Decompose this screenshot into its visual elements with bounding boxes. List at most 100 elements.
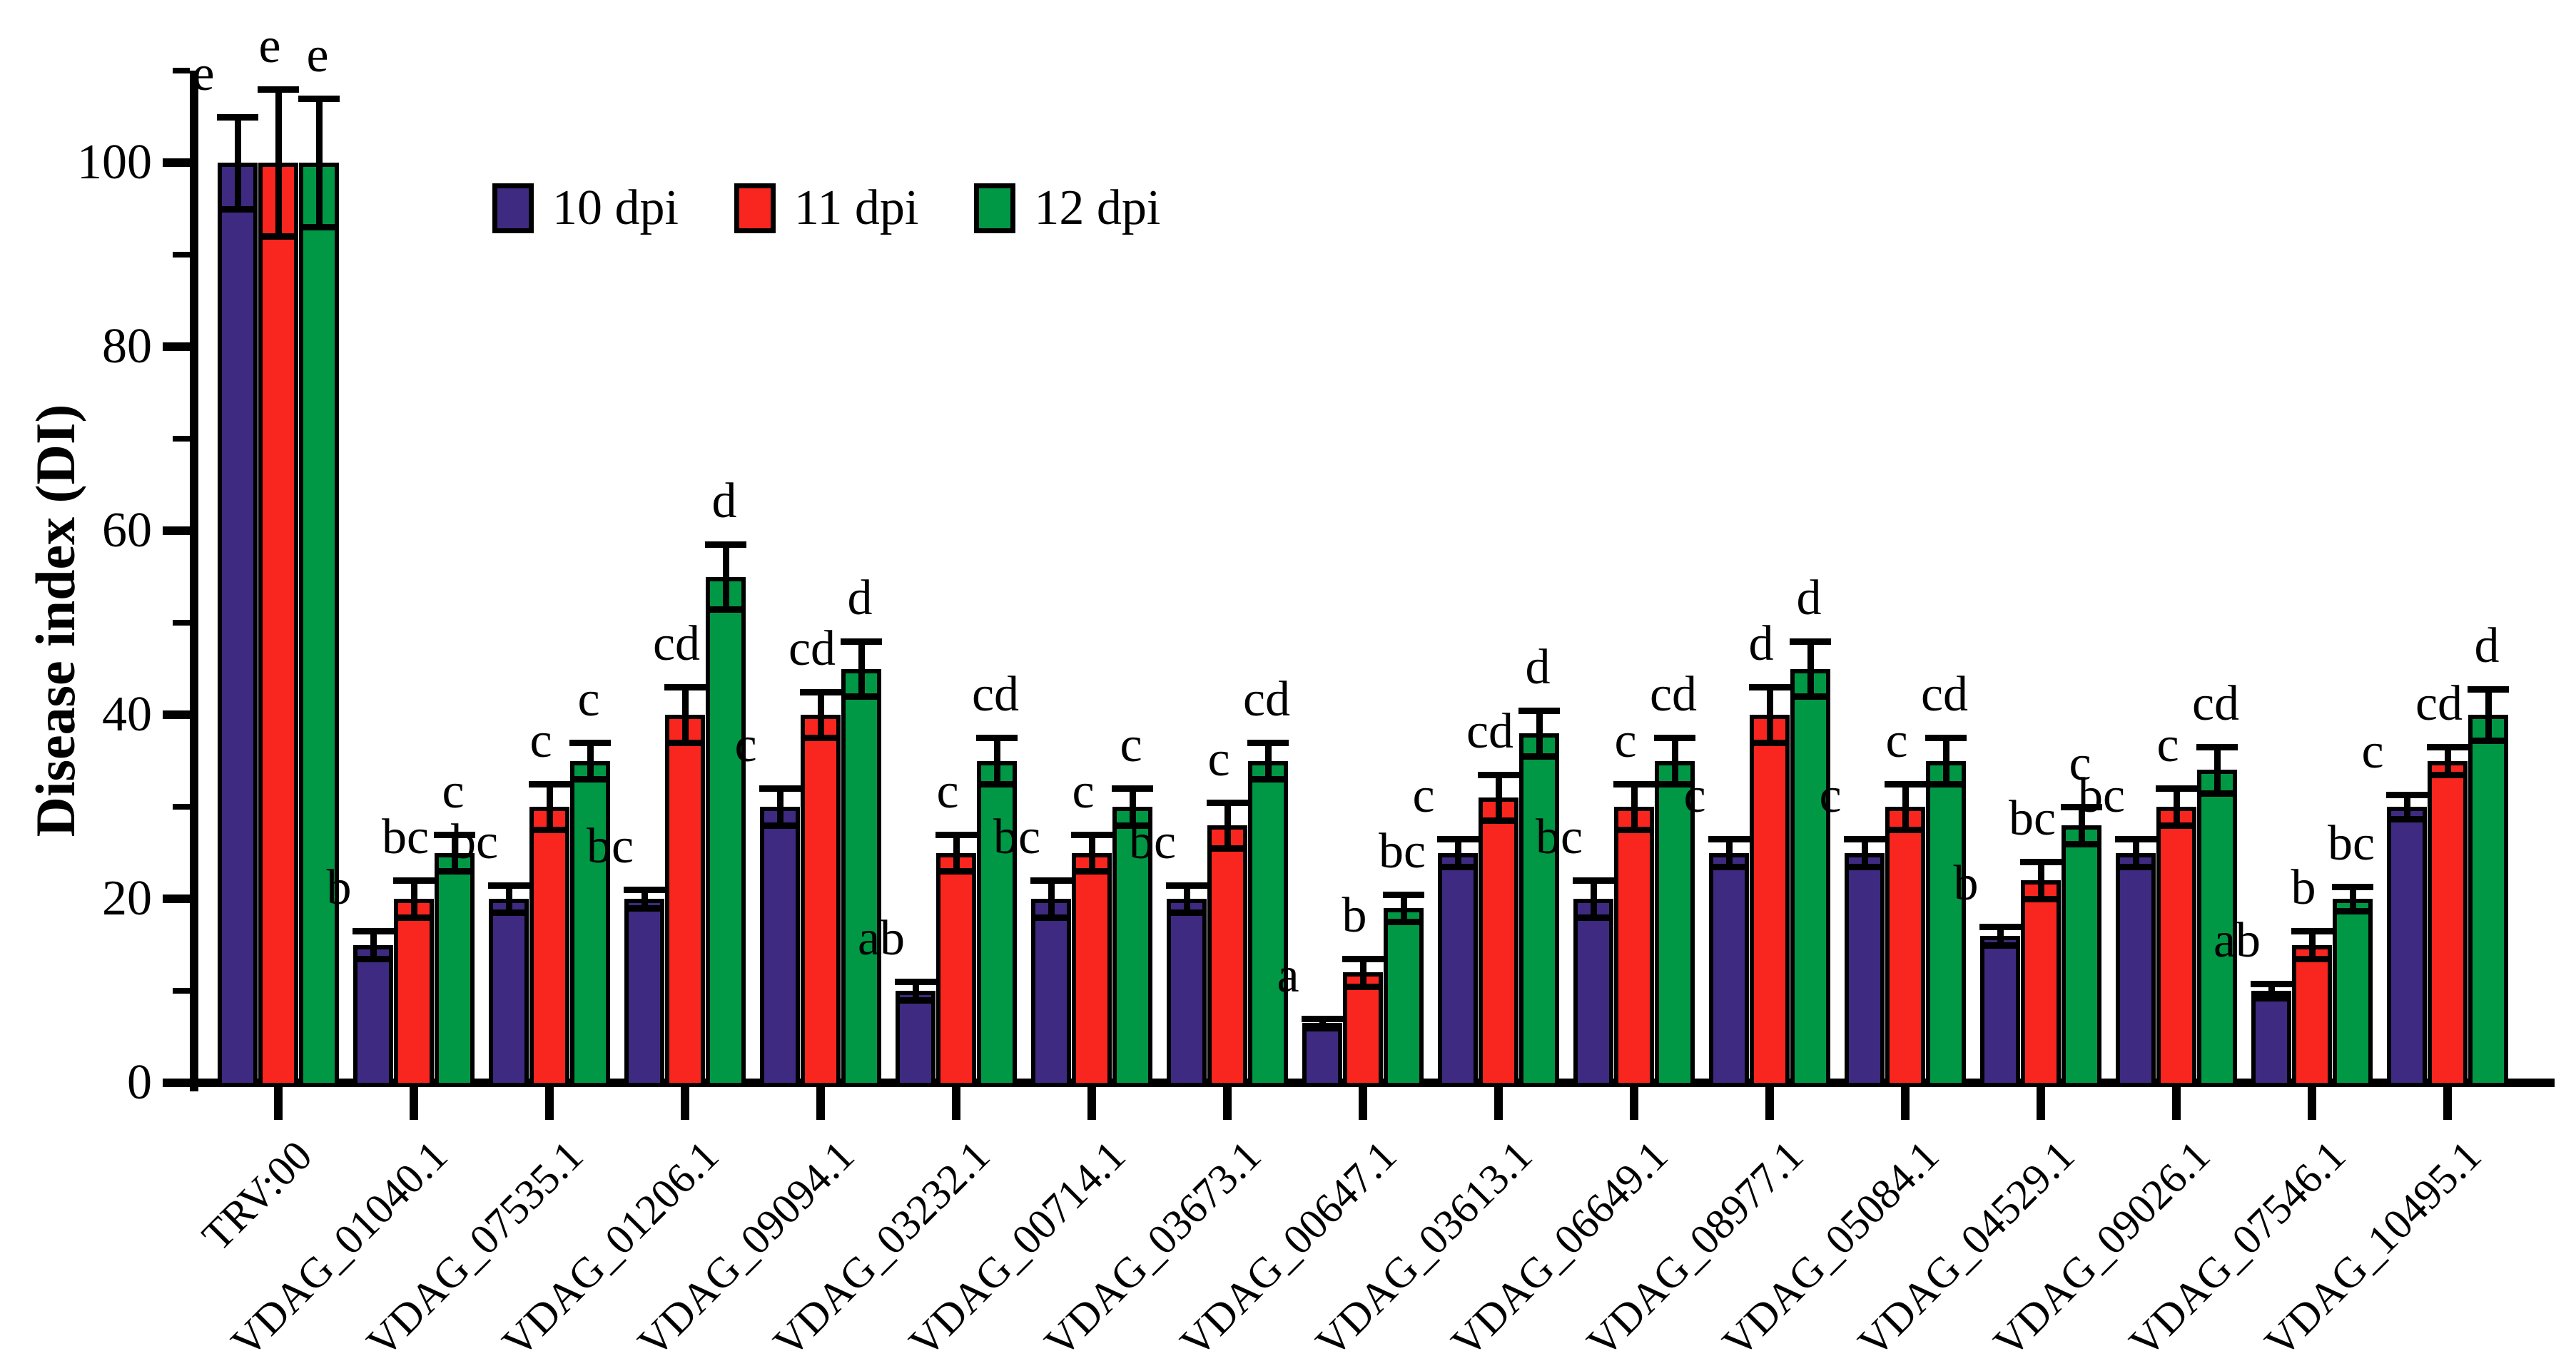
error-bar-cap-bottom (1795, 693, 1826, 700)
legend: 10 dpi 11 dpi 12 dpi (492, 182, 1192, 235)
error-bar-cap-bottom (710, 606, 741, 613)
y-tick-label: 0 (127, 1055, 152, 1110)
error-bar-cap-top (1844, 836, 1885, 843)
error-bar-line (1496, 774, 1502, 821)
bar (2156, 807, 2196, 1087)
bar (1302, 1023, 1342, 1087)
error-bar-cap-top (1383, 891, 1424, 898)
bar (1167, 899, 1207, 1087)
significance-letter: d (1525, 639, 1551, 695)
error-bar-line (1224, 802, 1231, 849)
significance-letter: cd (971, 667, 1020, 723)
error-bar-cap-bottom (629, 904, 660, 912)
y-tick-label: 80 (102, 319, 152, 374)
x-tick (274, 1087, 283, 1120)
error-bar-line (1862, 839, 1868, 867)
error-bar-cap-bottom (2120, 863, 2151, 870)
error-bar-line (2309, 931, 2316, 959)
significance-letter: bc (1535, 810, 1583, 865)
bar (2197, 770, 2237, 1087)
error-bar-cap-bottom (1483, 817, 1514, 825)
error-bar-line (316, 98, 323, 228)
error-bar-cap-top (1654, 735, 1695, 742)
significance-letter: ab (2213, 912, 2261, 968)
error-bar-cap-bottom (1930, 780, 1962, 788)
y-tick-label: 60 (102, 503, 152, 558)
x-tick (1223, 1087, 1232, 1120)
error-bar-cap-bottom (1442, 863, 1474, 870)
significance-letter: cd (1920, 667, 1969, 723)
error-bar-cap-top (1749, 684, 1790, 691)
bar (2333, 899, 2373, 1087)
error-bar-line (411, 880, 417, 917)
error-bar-cap-top (1302, 1015, 1343, 1022)
legend-item: 12 dpi (974, 182, 1160, 235)
bar (760, 807, 800, 1087)
x-tick (2037, 1087, 2045, 1120)
x-tick (1359, 1087, 1367, 1120)
error-bar-line (682, 687, 689, 743)
error-bar-cap-bottom (764, 822, 796, 829)
error-bar-line (1360, 958, 1366, 987)
significance-letter: d (1796, 570, 1822, 626)
significance-letter: bc (1378, 823, 1426, 879)
error-bar-line (370, 931, 377, 959)
bar (665, 715, 705, 1087)
legend-label: 12 dpi (1034, 180, 1161, 235)
error-bar-cap-bottom (940, 868, 972, 875)
significance-letter: c (577, 671, 600, 727)
x-tick (1630, 1087, 1638, 1120)
error-bar-cap-bottom (439, 868, 470, 875)
error-bar-cap-bottom (398, 914, 430, 921)
significance-letter: cd (1466, 703, 1514, 759)
error-bar-cap-top (1071, 831, 1112, 838)
bar (1479, 797, 1518, 1087)
bar (1885, 807, 1925, 1087)
significance-letter: c (1683, 768, 1706, 824)
bar (1248, 760, 1288, 1087)
significance-letter: bc (993, 810, 1041, 865)
error-bar-cap-top (976, 735, 1018, 742)
error-bar-cap-bottom (493, 909, 524, 917)
bar (936, 852, 976, 1087)
y-axis-line (190, 71, 198, 1091)
significance-letter: c (1412, 768, 1435, 824)
significance-letter: bc (450, 814, 499, 870)
error-bar-line (2350, 887, 2356, 911)
error-bar-cap-bottom (1388, 919, 1419, 926)
bar (299, 163, 339, 1087)
error-bar-line (642, 890, 648, 908)
error-bar-line (1943, 738, 1949, 784)
significance-letter: cd (1242, 671, 1291, 727)
y-tick (163, 342, 190, 351)
x-tick-label: TRV:00 (193, 1131, 321, 1260)
error-bar-cap-bottom (2066, 840, 2097, 847)
error-bar-cap-top (1708, 836, 1750, 843)
significance-letter: bc (586, 819, 634, 875)
bar (1926, 760, 1966, 1087)
error-bar-line (2079, 807, 2085, 844)
bar (1031, 899, 1071, 1087)
x-tick (816, 1087, 825, 1120)
error-bar-cap-bottom (1659, 780, 1690, 788)
error-bar-cap-bottom (1578, 914, 1609, 921)
x-tick (1901, 1087, 1910, 1120)
error-bar-cap-bottom (2296, 955, 2328, 962)
y-tick-label: 40 (102, 687, 152, 742)
significance-letter: c (1120, 718, 1142, 773)
bar (2292, 944, 2332, 1087)
error-bar-cap-top (2427, 744, 2468, 751)
y-minor-tick (173, 252, 190, 258)
error-bar-cap-top (1790, 638, 1831, 645)
x-tick (2443, 1087, 2452, 1120)
significance-letter: cd (2191, 676, 2240, 732)
bar (2468, 715, 2508, 1087)
error-bar-cap-bottom (2161, 822, 2192, 829)
error-bar-line (1401, 894, 1407, 922)
error-bar-cap-bottom (1252, 776, 1284, 783)
y-tick (163, 1079, 190, 1087)
error-bar-line (1631, 783, 1638, 830)
significance-letter: c (529, 713, 552, 768)
bar (435, 852, 475, 1087)
